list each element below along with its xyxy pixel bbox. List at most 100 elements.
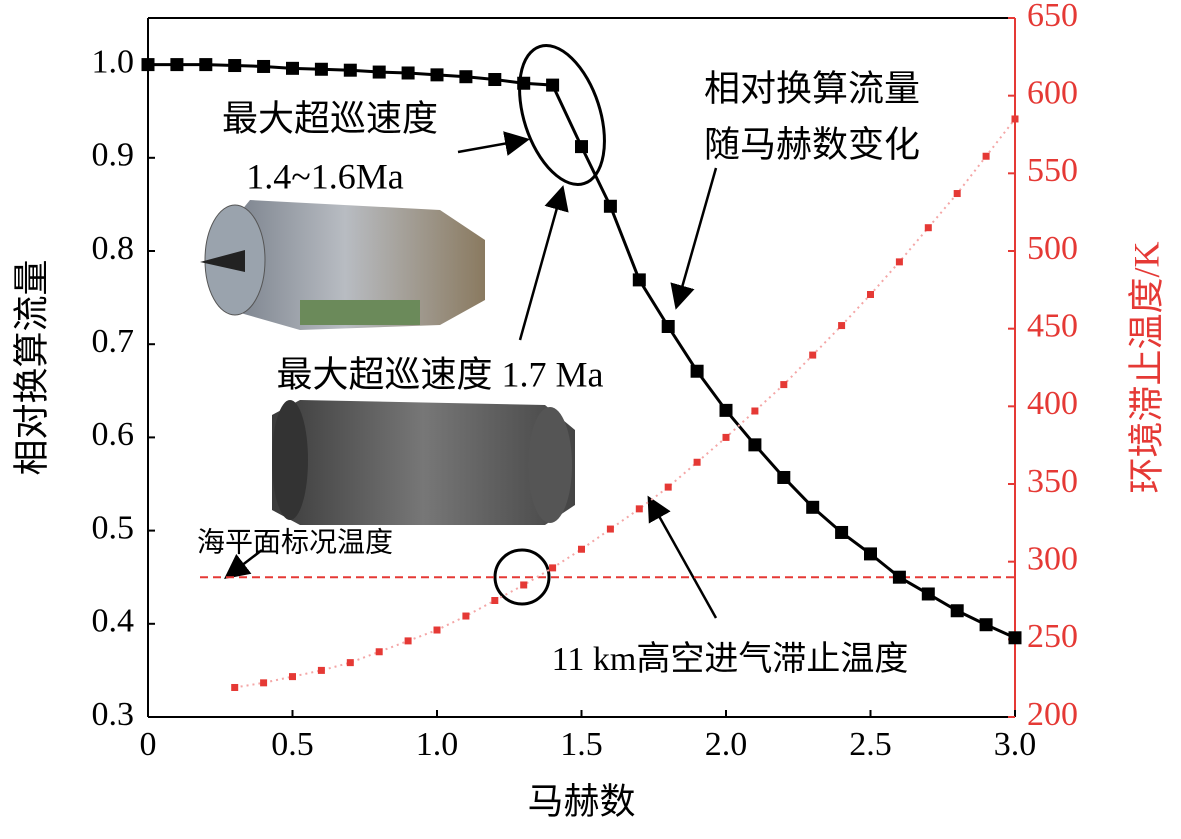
y-tick-label: 0.9 bbox=[92, 137, 135, 174]
series-line bbox=[234, 118, 1016, 689]
series-marker bbox=[892, 570, 906, 584]
series-marker bbox=[286, 61, 299, 75]
y2-tick-label: 200 bbox=[1027, 696, 1078, 733]
series-marker bbox=[606, 525, 614, 533]
annotation: 1.4~1.6Ma bbox=[246, 156, 403, 196]
series-marker bbox=[199, 58, 213, 72]
x-tick-label: 1.5 bbox=[560, 726, 603, 763]
engine-image-2 bbox=[272, 400, 575, 525]
y2-tick-label: 550 bbox=[1027, 152, 1078, 189]
series-marker bbox=[982, 152, 990, 160]
y2-tick-label: 650 bbox=[1027, 0, 1078, 34]
series-marker bbox=[806, 500, 820, 514]
series-marker bbox=[517, 76, 531, 90]
x-tick-label: 2.5 bbox=[849, 726, 892, 763]
series-marker bbox=[343, 63, 357, 77]
y2-tick-label: 500 bbox=[1027, 230, 1078, 267]
series-marker bbox=[950, 604, 964, 618]
series-marker bbox=[491, 597, 499, 604]
series-marker bbox=[228, 59, 242, 73]
annotation-shapes bbox=[493, 44, 606, 606]
series-marker bbox=[867, 290, 874, 298]
series-marker bbox=[578, 545, 585, 553]
series-marker bbox=[809, 351, 817, 359]
annotation: 相对换算流量 bbox=[704, 68, 920, 108]
series-marker bbox=[257, 59, 271, 73]
series-marker bbox=[372, 65, 386, 79]
y2-tick-label: 250 bbox=[1027, 618, 1078, 655]
y2-tick-label: 300 bbox=[1027, 540, 1078, 577]
series-marker bbox=[690, 364, 704, 378]
y-tick-label: 0.7 bbox=[92, 323, 135, 360]
x-tick-label: 3.0 bbox=[994, 726, 1037, 763]
series-marker bbox=[430, 68, 444, 82]
y-tick-label: 0.5 bbox=[92, 509, 135, 546]
series-marker bbox=[231, 683, 239, 691]
y-tick-label: 0.6 bbox=[92, 416, 135, 453]
y-tick-label: 0.8 bbox=[92, 230, 135, 267]
series-marker bbox=[722, 433, 730, 441]
series-marker bbox=[549, 564, 557, 572]
series-marker bbox=[924, 224, 932, 232]
series-marker bbox=[751, 407, 759, 415]
series-marker bbox=[664, 483, 672, 491]
x-tick-label: 0 bbox=[140, 726, 157, 763]
series-marker bbox=[260, 679, 268, 687]
y-tick-label: 0.4 bbox=[92, 603, 135, 640]
series-marker bbox=[603, 199, 617, 213]
series-marker bbox=[317, 666, 325, 674]
series-marker bbox=[314, 62, 328, 76]
series-marker bbox=[835, 525, 849, 539]
series-marker bbox=[1008, 631, 1022, 645]
series-marker bbox=[141, 58, 155, 72]
y-tick-label: 1.0 bbox=[92, 43, 135, 80]
y2-tick-label: 400 bbox=[1027, 385, 1078, 422]
series-marker bbox=[635, 505, 643, 513]
x-axis-label: 马赫数 bbox=[527, 781, 635, 821]
series-marker bbox=[719, 403, 733, 417]
annotation: 随马赫数变化 bbox=[704, 124, 920, 164]
series-marker bbox=[375, 648, 383, 656]
series-marker bbox=[748, 438, 762, 452]
series-marker bbox=[838, 322, 846, 330]
y-tick-label: 0.3 bbox=[92, 696, 135, 733]
engine-image-1 bbox=[200, 200, 485, 330]
series-marker bbox=[546, 78, 560, 92]
series-marker bbox=[401, 66, 415, 80]
series-marker bbox=[459, 70, 473, 84]
series-marker bbox=[979, 618, 993, 632]
series-marker bbox=[170, 58, 184, 72]
annotation: 海平面标况温度 bbox=[197, 526, 393, 558]
series-marker bbox=[433, 626, 441, 634]
series-marker bbox=[1011, 115, 1019, 123]
series-marker bbox=[346, 659, 354, 667]
y-axis-label: 相对换算流量 bbox=[11, 259, 51, 475]
series-marker bbox=[520, 581, 528, 589]
series-marker bbox=[488, 73, 502, 87]
series-marker bbox=[462, 612, 470, 620]
series-marker bbox=[864, 547, 877, 561]
y2-axis-label: 环境滞止温度/K bbox=[1126, 241, 1166, 493]
series-marker bbox=[895, 258, 903, 266]
series-marker bbox=[404, 637, 412, 645]
x-tick-label: 1.0 bbox=[416, 726, 459, 763]
y2-tick-label: 450 bbox=[1027, 307, 1078, 344]
series-marker bbox=[632, 273, 646, 287]
series-marker bbox=[693, 458, 701, 466]
series-marker bbox=[953, 190, 961, 198]
series-marker bbox=[777, 470, 791, 484]
series-marker bbox=[575, 140, 588, 154]
annotation: 最大超巡速度 1.7 Ma bbox=[277, 354, 604, 394]
series-marker bbox=[661, 319, 675, 333]
annotation: 11 km高空进气滞止温度 bbox=[552, 640, 909, 678]
y2-tick-label: 350 bbox=[1027, 463, 1078, 500]
x-tick-label: 2.0 bbox=[705, 726, 748, 763]
x-tick-label: 0.5 bbox=[271, 726, 314, 763]
series-marker bbox=[921, 587, 935, 601]
annotation: 最大超巡速度 bbox=[222, 98, 438, 138]
series-marker bbox=[289, 673, 296, 681]
y2-tick-label: 600 bbox=[1027, 74, 1078, 111]
series-marker bbox=[780, 381, 788, 389]
annotation-arrows bbox=[224, 131, 718, 619]
